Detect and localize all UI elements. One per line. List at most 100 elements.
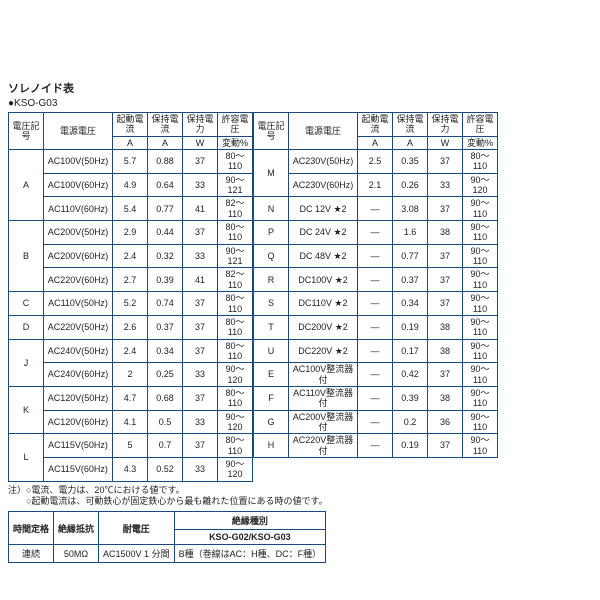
- hold-power-cell: 38: [428, 221, 463, 245]
- start-current-cell: 4.1: [113, 410, 148, 434]
- hold-power-cell: 37: [183, 386, 218, 410]
- hold-current-cell: 0.42: [393, 363, 428, 387]
- tolerance-cell: 80～110: [218, 434, 253, 458]
- start-current-cell: 2.1: [358, 173, 393, 197]
- voltage-cell: DC110V ★2: [289, 292, 358, 316]
- voltage-cell: AC120V(50Hz): [44, 386, 113, 410]
- code-cell: M: [254, 150, 289, 197]
- hold-power-cell: 37: [428, 292, 463, 316]
- hold-current-cell: 0.25: [148, 363, 183, 387]
- hold-current-cell: 0.88: [148, 150, 183, 174]
- tolerance-cell: 90～120: [218, 410, 253, 434]
- start-current-cell: 2.4: [113, 339, 148, 363]
- hold-current-cell: 0.34: [148, 339, 183, 363]
- start-current-cell: 2.4: [113, 244, 148, 268]
- hold-power-cell: 37: [428, 363, 463, 387]
- voltage-cell: AC200V(60Hz): [44, 244, 113, 268]
- start-current-cell: —: [358, 363, 393, 387]
- hold-current-cell: 0.77: [393, 244, 428, 268]
- hold-power-cell: 37: [428, 268, 463, 292]
- voltage-cell: DC 12V ★2: [289, 197, 358, 221]
- voltage-cell: AC220V整流器付: [289, 434, 358, 458]
- hold-power-cell: 38: [428, 315, 463, 339]
- start-current-cell: —: [358, 315, 393, 339]
- voltage-cell: DC100V ★2: [289, 268, 358, 292]
- tolerance-cell: 90～120: [218, 363, 253, 387]
- hold-current-cell: 0.39: [148, 268, 183, 292]
- start-current-cell: 2: [113, 363, 148, 387]
- voltage-cell: AC110V(50Hz): [44, 292, 113, 316]
- start-current-cell: —: [358, 292, 393, 316]
- start-current-cell: —: [358, 244, 393, 268]
- hold-current-cell: 1.6: [393, 221, 428, 245]
- hold-power-cell: 41: [183, 197, 218, 221]
- note-1: 注）○電流、電力は、20℃における値です。: [8, 485, 592, 497]
- hold-current-cell: 0.34: [393, 292, 428, 316]
- code-cell: H: [254, 434, 289, 458]
- hold-power-cell: 37: [183, 339, 218, 363]
- hold-power-cell: 38: [428, 339, 463, 363]
- start-current-cell: 4.3: [113, 457, 148, 481]
- voltage-cell: AC120V(60Hz): [44, 410, 113, 434]
- insulation-table: 時間定格 絶縁抵抗 耐電圧 絶縁種別 KSO-G02/KSO-G03 連続 50…: [8, 511, 326, 563]
- voltage-cell: AC100V整流器付: [289, 363, 358, 387]
- hold-current-cell: 0.26: [393, 173, 428, 197]
- start-current-cell: 4.9: [113, 173, 148, 197]
- hold-current-cell: 0.19: [393, 315, 428, 339]
- model-label: ●KSO-G03: [8, 98, 592, 109]
- voltage-cell: AC240V(50Hz): [44, 339, 113, 363]
- tolerance-cell: 90～110: [463, 292, 498, 316]
- hold-current-cell: 0.32: [148, 244, 183, 268]
- voltage-cell: AC115V(60Hz): [44, 457, 113, 481]
- hold-power-cell: 33: [183, 363, 218, 387]
- code-cell: Q: [254, 244, 289, 268]
- code-cell: G: [254, 410, 289, 434]
- note-2: ○起動電流は、可動鉄心が固定鉄心から最も離れた位置にある時の値です。: [8, 496, 592, 508]
- tolerance-cell: 90～110: [463, 434, 498, 458]
- td-withstand: AC1500V 1 分間: [99, 545, 175, 563]
- start-current-cell: 4.7: [113, 386, 148, 410]
- td-insul-res: 50MΩ: [54, 545, 99, 563]
- hold-power-cell: 37: [183, 221, 218, 245]
- voltage-cell: AC230V(60Hz): [289, 173, 358, 197]
- start-current-cell: —: [358, 410, 393, 434]
- start-current-cell: —: [358, 386, 393, 410]
- start-current-cell: 5.7: [113, 150, 148, 174]
- start-current-cell: 2.9: [113, 221, 148, 245]
- code-cell: N: [254, 197, 289, 221]
- code-cell: P: [254, 221, 289, 245]
- tolerance-cell: 90～110: [463, 339, 498, 363]
- start-current-cell: 5.4: [113, 197, 148, 221]
- hold-current-cell: 0.17: [393, 339, 428, 363]
- tolerance-cell: 90～110: [463, 363, 498, 387]
- solenoid-table: 電圧記号電源電圧起動電流保持電流保持電力許容電圧AAW変動%AAC100V(50…: [8, 112, 253, 482]
- hold-power-cell: 33: [183, 173, 218, 197]
- code-cell: L: [9, 434, 44, 481]
- voltage-cell: AC110V整流器付: [289, 386, 358, 410]
- notes: 注）○電流、電力は、20℃における値です。 ○起動電流は、可動鉄心が固定鉄心から…: [8, 485, 592, 508]
- th-insul-res: 絶縁抵抗: [54, 512, 99, 545]
- hold-current-cell: 3.08: [393, 197, 428, 221]
- tolerance-cell: 90～121: [218, 244, 253, 268]
- hold-power-cell: 37: [428, 434, 463, 458]
- td-time-rating: 連続: [9, 545, 54, 563]
- hold-power-cell: 37: [183, 315, 218, 339]
- td-insul-class: B種（巻線はAC：H種、DC：F種）: [174, 545, 326, 563]
- hold-power-cell: 33: [428, 173, 463, 197]
- code-cell: S: [254, 292, 289, 316]
- start-current-cell: 2.6: [113, 315, 148, 339]
- hold-power-cell: 37: [428, 150, 463, 174]
- start-current-cell: —: [358, 221, 393, 245]
- tolerance-cell: 80～110: [218, 292, 253, 316]
- voltage-cell: AC200V(50Hz): [44, 221, 113, 245]
- hold-current-cell: 0.44: [148, 221, 183, 245]
- code-cell: A: [9, 150, 44, 221]
- tolerance-cell: 90～110: [463, 221, 498, 245]
- hold-power-cell: 37: [183, 292, 218, 316]
- tolerance-cell: 90～110: [463, 386, 498, 410]
- code-cell: B: [9, 221, 44, 292]
- code-cell: E: [254, 363, 289, 387]
- hold-current-cell: 0.37: [148, 315, 183, 339]
- tolerance-cell: 90～110: [463, 410, 498, 434]
- hold-current-cell: 0.52: [148, 457, 183, 481]
